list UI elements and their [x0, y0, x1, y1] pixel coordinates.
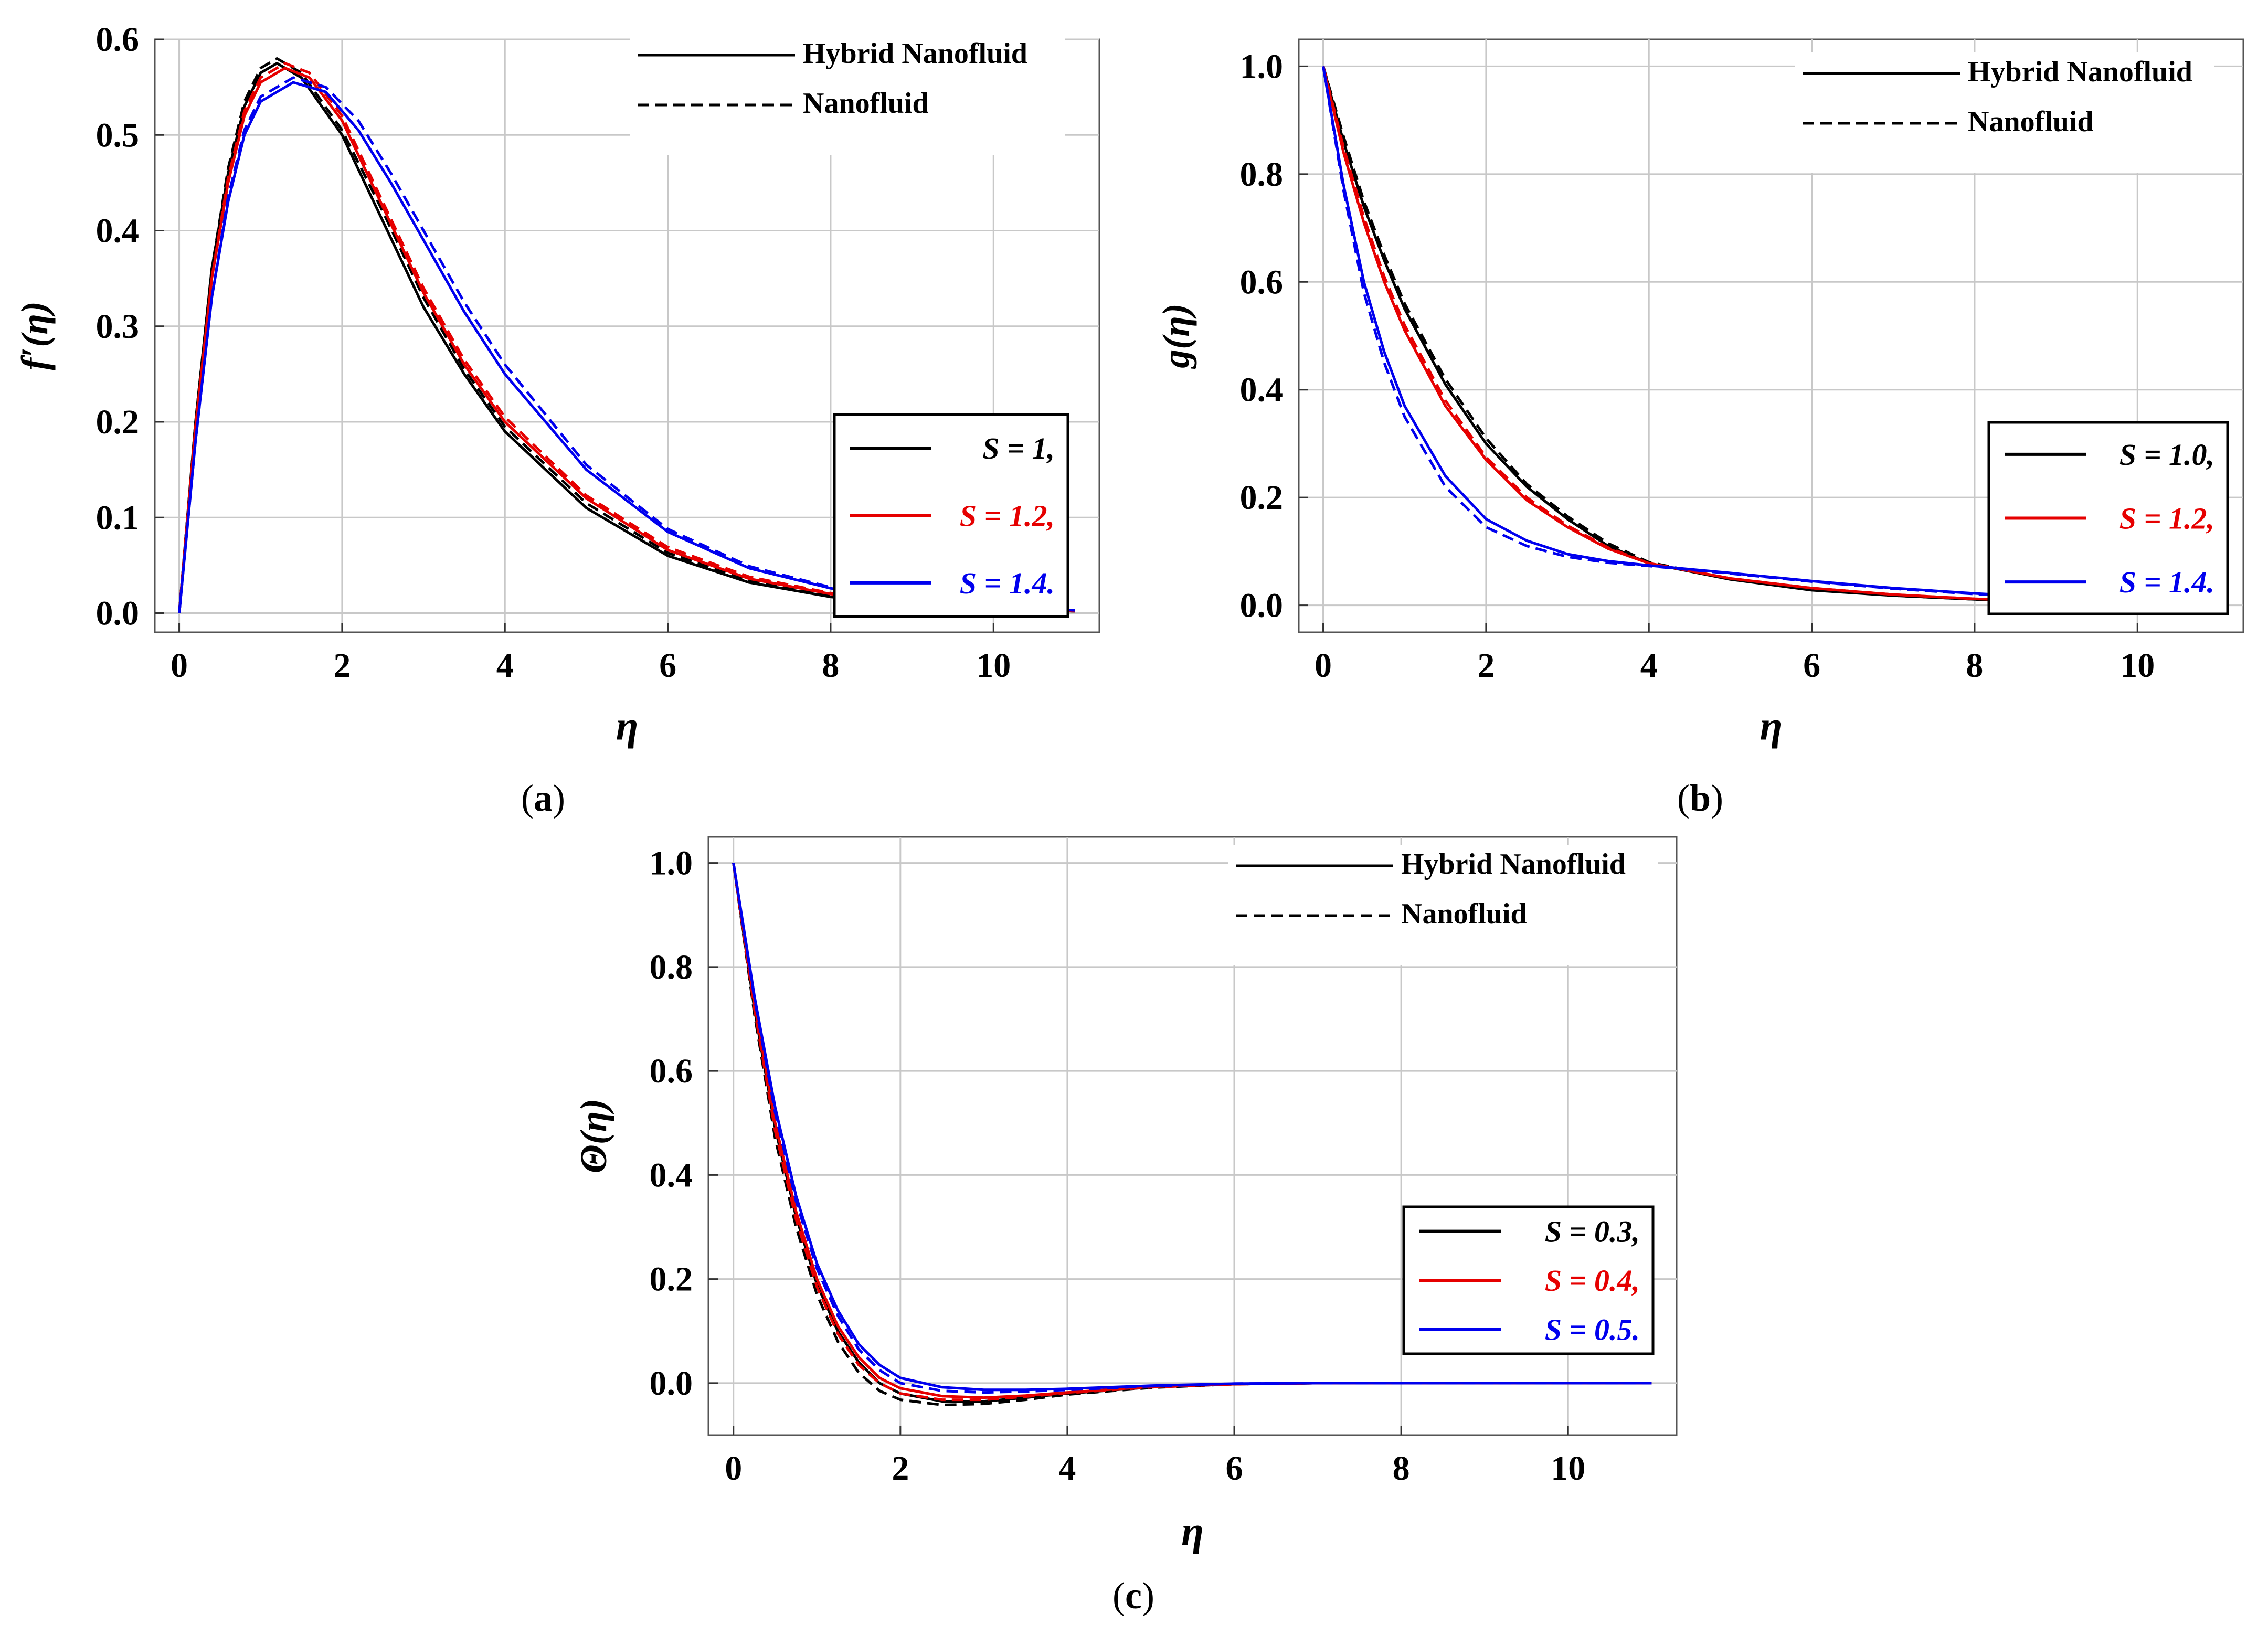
series-line-nanofluid-1	[1322, 66, 2219, 606]
y-tick-label: 0.6	[650, 1052, 693, 1090]
style-legend-label: Nanofluid	[1401, 898, 1527, 930]
chart-panel-b: 0 2 4 6 8 10 0.0 0.2 0.4 0.6 0.8 1.0 g(η) η Hybrid Nan…	[1155, 38, 2244, 819]
y-tick-label: 0.2	[650, 1260, 693, 1299]
x-tick-label: 0	[725, 1449, 742, 1488]
x-tick-label: 0	[1315, 646, 1332, 685]
parameter-legend-label: S = 1.0,	[2119, 438, 2214, 472]
series-line-nanofluid-1	[178, 57, 1075, 613]
x-tick-label: 6	[659, 646, 676, 685]
panel-caption: (a)	[521, 777, 565, 819]
y-tick-label: 0.6	[1240, 263, 1284, 301]
series-line-hybrid-4	[732, 863, 1652, 1392]
x-tick-label: 2	[1477, 646, 1495, 685]
x-tick-label: 4	[1640, 646, 1658, 685]
y-tick-label: 0.0	[96, 594, 140, 633]
y-tick-label: 1.0	[650, 844, 693, 883]
y-axis-label: f′(η)	[14, 301, 56, 370]
y-tick-label: 0.0	[1240, 587, 1284, 625]
y-tick-label: 0.2	[1240, 479, 1284, 517]
x-tick-label: 6	[1226, 1449, 1243, 1488]
style-legend-label: Hybrid Nanofluid	[1968, 56, 2192, 88]
parameter-legend-label: S = 1.2,	[2119, 502, 2214, 536]
x-axis-label: η	[616, 703, 639, 749]
x-tick-label: 8	[1966, 646, 1983, 685]
parameter-legend-label: S = 0.3,	[1545, 1215, 1640, 1249]
y-tick-label: 0.5	[96, 116, 140, 154]
x-tick-label: 8	[1393, 1449, 1410, 1488]
x-axis-label: η	[1181, 1509, 1204, 1554]
style-legend-label: Hybrid Nanofluid	[803, 37, 1027, 70]
x-tick-label: 10	[976, 646, 1011, 685]
style-legend-label: Nanofluid	[1968, 105, 2094, 138]
parameter-legend-label: S = 1,	[982, 431, 1055, 465]
y-axis-label: g(η)	[1155, 303, 1197, 369]
chart-panel-a: 0 2 4 6 8 10 0.0 0.1 0.2 0.3 0.4 0.5 0.6 f′(η) η Hybrid…	[14, 20, 1100, 819]
x-axis-label: η	[1760, 703, 1783, 749]
series-line-nanofluid-3	[178, 62, 1075, 613]
x-tick-label: 2	[892, 1449, 909, 1488]
y-tick-label: 0.8	[650, 948, 693, 986]
y-tick-label: 0.8	[1240, 155, 1284, 194]
panel-caption: (b)	[1677, 777, 1723, 819]
y-axis-label: Θ(η)	[573, 1099, 614, 1173]
panel-caption: (c)	[1112, 1575, 1154, 1617]
series-line-nanofluid-5	[178, 76, 1075, 613]
y-tick-label: 0.4	[650, 1156, 693, 1194]
x-tick-label: 0	[171, 646, 188, 685]
parameter-legend-label: S = 0.4,	[1545, 1264, 1640, 1298]
y-tick-label: 0.3	[96, 307, 140, 346]
style-legend-label: Nanofluid	[803, 87, 929, 120]
x-tick-label: 4	[1058, 1449, 1076, 1488]
y-tick-label: 0.2	[96, 403, 140, 441]
y-tick-label: 0.0	[650, 1364, 693, 1403]
x-tick-label: 10	[1551, 1449, 1585, 1488]
parameter-legend-label: S = 1.4.	[2119, 565, 2214, 599]
x-tick-label: 10	[2120, 646, 2155, 685]
panel-caption-letter: c	[1125, 1575, 1142, 1617]
chart-panel-c: 0 2 4 6 8 10 0.0 0.2 0.4 0.6 0.8 1.0 Θ(η) η Hybrid Nan…	[573, 836, 1678, 1617]
y-tick-label: 1.0	[1240, 47, 1284, 86]
y-tick-label: 0.1	[96, 498, 140, 537]
x-tick-label: 6	[1803, 646, 1820, 685]
y-tick-label: 0.4	[96, 212, 140, 250]
x-tick-label: 2	[333, 646, 351, 685]
parameter-legend-label: S = 0.5.	[1545, 1312, 1640, 1346]
y-tick-label: 0.4	[1240, 371, 1284, 409]
panel-caption-letter: a	[534, 777, 553, 819]
x-tick-label: 8	[822, 646, 839, 685]
series-line-nanofluid-1	[732, 863, 1652, 1406]
x-tick-label: 4	[496, 646, 514, 685]
parameter-legend-label: S = 1.2,	[960, 499, 1055, 533]
panel-caption-letter: b	[1690, 777, 1711, 819]
style-legend-label: Hybrid Nanofluid	[1401, 848, 1626, 880]
parameter-legend-label: S = 1.4.	[960, 566, 1055, 600]
y-tick-label: 0.6	[96, 20, 140, 59]
